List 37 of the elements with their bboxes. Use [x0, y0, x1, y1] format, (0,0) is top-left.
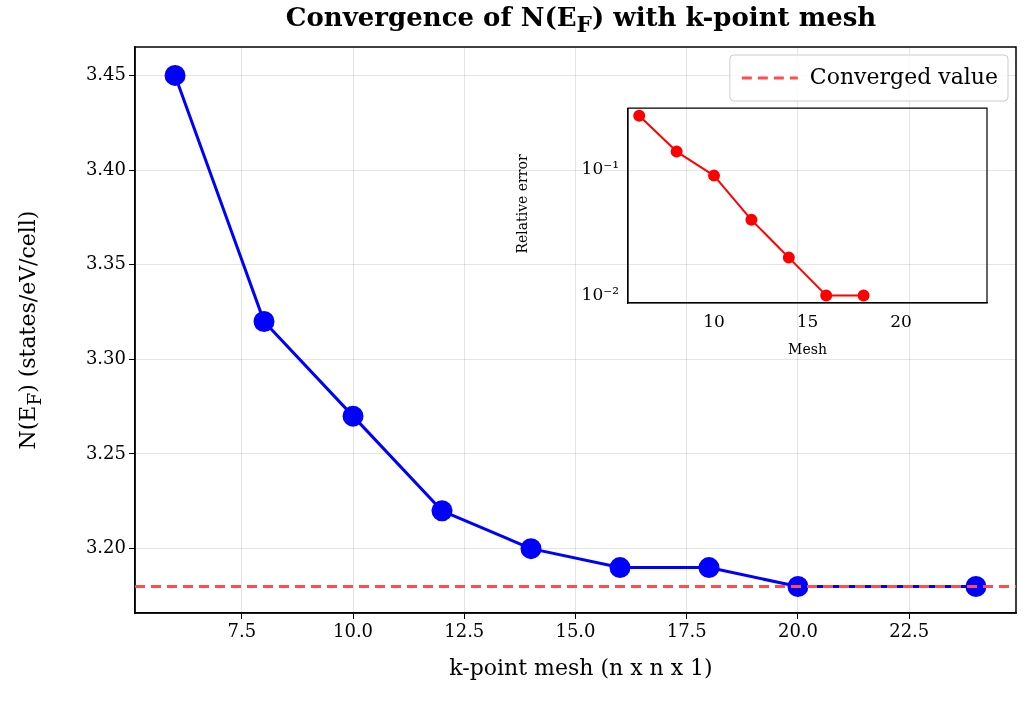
- x-axis-title: k-point mesh (n x n x 1): [448, 655, 714, 680]
- x-tick-label: 20: [890, 310, 912, 331]
- point: [708, 169, 721, 182]
- x-tick-label: 15.0: [555, 620, 596, 642]
- point: [698, 557, 720, 579]
- point: [520, 538, 542, 560]
- point: [782, 251, 795, 264]
- y-tick-label: 3.45: [85, 63, 126, 85]
- point: [431, 500, 453, 522]
- legend-label: Converged value: [809, 63, 999, 89]
- x-tick-label: 20.0: [777, 620, 819, 642]
- y-tick-label: 3.30: [85, 347, 126, 369]
- point: [633, 109, 646, 122]
- point: [609, 557, 631, 579]
- y-tick-label: 10⁻¹: [581, 158, 619, 179]
- point: [857, 289, 870, 302]
- y-tick-label: 10⁻²: [581, 283, 619, 304]
- y-tick-label: 3.25: [85, 441, 126, 463]
- y-tick-label: 3.20: [85, 536, 126, 558]
- x-tick-label: 10.0: [332, 620, 374, 642]
- x-axis-title: Mesh: [787, 341, 828, 357]
- x-tick-label: 7.5: [227, 620, 257, 642]
- point: [342, 405, 364, 427]
- point: [745, 213, 758, 226]
- point: [820, 289, 833, 302]
- point: [253, 310, 275, 332]
- chart-title: Convergence of N(E$_{F}$) with k-point mesh: [284, 2, 878, 38]
- y-tick-label: 3.40: [85, 157, 126, 179]
- point: [164, 64, 186, 86]
- point: [670, 145, 683, 158]
- x-tick-label: 22.5: [889, 620, 930, 642]
- y-tick-label: 3.35: [85, 252, 126, 274]
- x-tick-label: 17.5: [666, 620, 707, 642]
- x-tick-label: 15: [796, 310, 819, 331]
- x-tick-label: 10: [703, 310, 725, 331]
- x-tick-label: 12.5: [444, 620, 485, 642]
- y-axis-title: Relative error: [514, 154, 530, 254]
